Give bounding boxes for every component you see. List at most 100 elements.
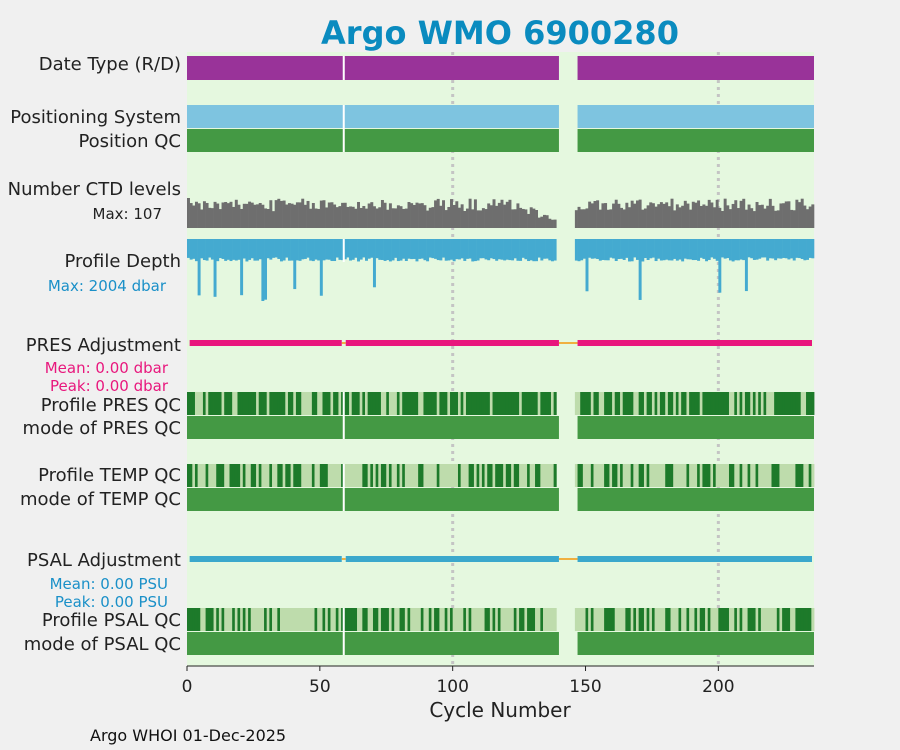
temp-qc-stripe-cycle-116 xyxy=(492,464,496,487)
profile-depth-bar-181 xyxy=(665,239,669,260)
psal-qc-stripe-cycle-203 xyxy=(723,608,727,631)
temp-qc-stripe-cycle-168 xyxy=(630,464,634,487)
profile-depth-bar-100 xyxy=(450,239,453,260)
pres-qc-stripe-cycle-121 xyxy=(505,392,509,415)
label-mode-psal-qc: mode of PSAL QC xyxy=(24,634,181,655)
psal-qc-stripe-cycle-149 xyxy=(580,608,584,631)
pres-qc-stripe-cycle-80 xyxy=(396,392,400,415)
ctd-level-bar-8 xyxy=(205,202,209,228)
ctd-level-bar-37 xyxy=(282,200,286,228)
pres-qc-stripe-cycle-194 xyxy=(699,392,703,415)
pres-qc-stripe-cycle-27 xyxy=(256,392,260,415)
psal-qc-stripe-cycle-79 xyxy=(394,608,398,631)
ctd-level-bar-127 xyxy=(521,208,525,228)
ctd-level-bar-151 xyxy=(585,208,589,228)
profile-depth-bar-127 xyxy=(521,239,525,258)
psal-qc-stripe-cycle-60 xyxy=(343,608,347,631)
profile-depth-bar-118 xyxy=(497,239,501,260)
pres-qc-stripe-cycle-122 xyxy=(508,392,512,415)
ctd-level-bar-152 xyxy=(588,201,592,228)
pres-qc-stripe-cycle-12 xyxy=(216,392,220,415)
psal-qc-stripe-cycle-47 xyxy=(309,608,313,631)
psal-qc-stripe-cycle-76 xyxy=(386,608,390,631)
profile-depth-bar-197 xyxy=(707,239,711,260)
pres-qc-stripe-cycle-94 xyxy=(434,392,438,415)
temp-qc-stripe-cycle-217 xyxy=(760,464,764,487)
psal-qc-stripe-cycle-18 xyxy=(232,608,236,631)
temp-qc-stripe-cycle-2 xyxy=(189,464,193,487)
profile-depth-bar-161 xyxy=(612,239,616,259)
psal-qc-stripe-cycle-122 xyxy=(508,608,512,631)
psal-qc-stripe-cycle-86 xyxy=(412,608,416,631)
ctd-level-bar-108 xyxy=(471,209,475,228)
psal-qc-stripe-cycle-213 xyxy=(750,608,754,631)
temp-qc-stripe-cycle-125 xyxy=(516,464,520,487)
psal-qc-stripe-cycle-202 xyxy=(721,608,725,631)
psal-qc-stripe-cycle-201 xyxy=(718,608,722,631)
ctd-level-bar-167 xyxy=(628,207,631,228)
pres-qc-stripe-cycle-188 xyxy=(683,392,687,415)
psal-qc-stripe-cycle-29 xyxy=(261,608,265,631)
psal-qc-stripe-cycle-35 xyxy=(277,608,281,631)
ctd-level-bar-109 xyxy=(473,199,477,228)
psal-qc-stripe-cycle-10 xyxy=(210,608,214,631)
pres-qc-stripe-cycle-112 xyxy=(481,392,485,415)
temp-qc-stripe-cycle-30 xyxy=(264,464,268,487)
ctd-level-bar-32 xyxy=(269,200,273,228)
psal-qc-stripe-cycle-84 xyxy=(407,608,411,631)
ctd-level-bar-171 xyxy=(638,199,642,228)
temp-qc-stripe-cycle-194 xyxy=(699,464,703,487)
profile-depth-bar-66 xyxy=(359,239,363,260)
profile-depth-bar-148 xyxy=(577,239,581,262)
psal-qc-stripe-cycle-135 xyxy=(543,608,547,631)
temp-qc-stripe-cycle-165 xyxy=(622,464,626,487)
profile-depth-bar-97 xyxy=(442,239,446,258)
profile-depth-bar-129 xyxy=(527,239,531,262)
temp-qc-stripe-cycle-212 xyxy=(747,464,751,487)
profile-depth-bar-202 xyxy=(721,239,724,258)
ctd-level-bar-211 xyxy=(744,209,748,228)
ctd-level-bar-79 xyxy=(394,208,398,228)
psal-qc-stripe-cycle-228 xyxy=(790,608,794,631)
pres-qc-stripe-cycle-135 xyxy=(543,392,547,415)
profile-depth-bar-14 xyxy=(221,239,225,259)
pres-qc-stripe-cycle-29 xyxy=(261,392,265,415)
profile-depth-bar-84 xyxy=(407,239,411,259)
psal-qc-stripe-cycle-187 xyxy=(681,608,685,631)
date-type-bar-b xyxy=(577,56,814,80)
pres-qc-stripe-cycle-15 xyxy=(224,392,228,415)
temp-qc-stripe-cycle-156 xyxy=(598,464,602,487)
temp-qc-stripe-cycle-197 xyxy=(707,464,711,487)
psal-qc-stripe-cycle-121 xyxy=(505,608,509,631)
pres-qc-stripe-cycle-50 xyxy=(317,392,321,415)
psal-qc-stripe-cycle-72 xyxy=(375,608,379,631)
ctd-level-bar-105 xyxy=(463,210,467,228)
pres-qc-stripe-cycle-1 xyxy=(187,392,191,415)
profile-depth-bar-123 xyxy=(511,239,515,261)
psal-qc-stripe-cycle-92 xyxy=(428,608,432,631)
pres-qc-stripe-cycle-10 xyxy=(210,392,214,415)
ctd-level-bar-43 xyxy=(298,202,302,228)
profile-depth-bar-119 xyxy=(500,239,504,260)
profile-depth-bar-8 xyxy=(205,239,209,261)
date-type-bar-a xyxy=(187,56,559,80)
psal-qc-stripe-cycle-178 xyxy=(657,608,661,631)
psal-qc-stripe-cycle-226 xyxy=(784,608,788,631)
pres-qc-stripe-cycle-181 xyxy=(665,392,669,415)
pres-qc-stripe-cycle-36 xyxy=(279,392,284,415)
temp-qc-stripe-cycle-50 xyxy=(317,464,321,487)
pres-qc-stripe-cycle-59 xyxy=(341,392,345,415)
pres-qc-stripe-cycle-208 xyxy=(736,392,741,415)
pres-qc-stripe-cycle-46 xyxy=(306,392,310,415)
label-profile-psal-qc: Profile PSAL QC xyxy=(42,610,181,631)
temp-qc-stripe-cycle-190 xyxy=(689,464,693,487)
ctd-level-bar-129 xyxy=(527,213,531,228)
ctd-level-bar-54 xyxy=(327,202,331,228)
temp-qc-stripe-cycle-127 xyxy=(521,464,525,487)
psal-qc-stripe-cycle-54 xyxy=(327,608,331,631)
label-profile-temp-qc: Profile TEMP QC xyxy=(38,465,181,486)
pres-qc-stripe-cycle-92 xyxy=(428,392,432,415)
psal-qc-stripe-cycle-207 xyxy=(734,608,738,631)
profile-depth-bar-134 xyxy=(540,239,544,261)
psal-qc-stripe-cycle-103 xyxy=(457,608,462,631)
